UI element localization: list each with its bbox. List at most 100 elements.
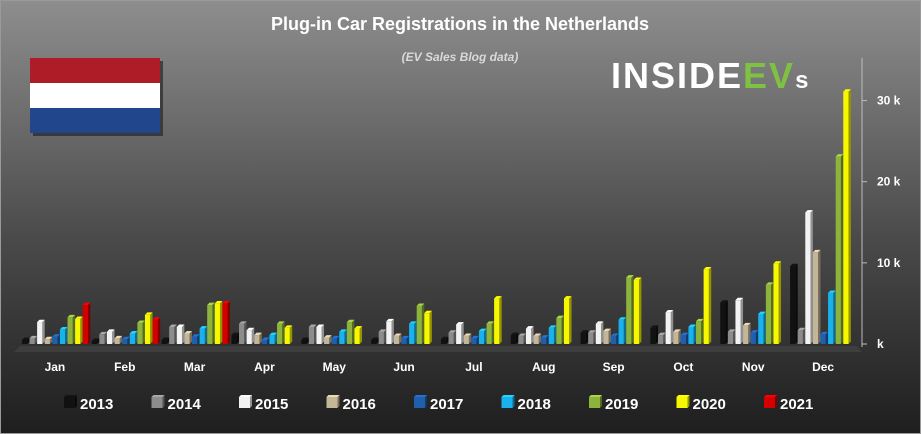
- bar-front: [843, 91, 849, 344]
- bar: [316, 324, 325, 344]
- bar-top: [773, 261, 782, 264]
- bar: [129, 331, 138, 344]
- legend-swatch: [64, 397, 75, 408]
- bar-top: [176, 324, 185, 327]
- bar-front: [308, 326, 315, 344]
- bar-side: [329, 335, 332, 344]
- bar: [324, 335, 332, 344]
- bar: [339, 329, 347, 344]
- bar: [735, 297, 744, 344]
- bar-front: [456, 324, 462, 344]
- y-axis-ticks: k 10 k 20 k 30 k: [862, 94, 901, 351]
- bar-side: [429, 310, 432, 344]
- bar-side: [476, 335, 479, 344]
- bar: [21, 337, 30, 344]
- bar-top: [122, 336, 130, 340]
- bar-side: [593, 330, 596, 344]
- bar: [207, 302, 215, 344]
- bar-side: [833, 290, 836, 344]
- legend-swatch: [151, 397, 163, 408]
- bar: [308, 324, 317, 344]
- bar-top: [758, 311, 766, 314]
- bar-top: [386, 318, 394, 322]
- bar-front: [743, 325, 749, 344]
- legend-label: 2018: [518, 396, 551, 413]
- logo-main: INSIDE: [611, 55, 743, 96]
- x-tick-label: Feb: [114, 360, 135, 374]
- bar-side: [484, 328, 487, 344]
- bar-side: [227, 301, 230, 344]
- bar: [525, 326, 534, 344]
- legend-swatch: [589, 397, 600, 408]
- bar-top: [541, 335, 549, 338]
- y-tick-label: 20 k: [877, 175, 901, 189]
- bar-side: [65, 326, 68, 344]
- bar-top: [91, 338, 100, 341]
- bar: [486, 321, 495, 344]
- bar-front: [650, 327, 656, 344]
- legend-item: 2020: [676, 395, 726, 413]
- legend-swatch: [239, 397, 250, 408]
- bar-top: [214, 301, 223, 304]
- bar-front: [67, 317, 73, 344]
- bar-top: [556, 315, 564, 319]
- legend-label: 2015: [255, 396, 288, 413]
- legend-swatch-top: [414, 395, 427, 397]
- bar-side: [142, 320, 145, 344]
- bar-top: [720, 300, 728, 303]
- bar-front: [618, 319, 624, 344]
- bar: [720, 300, 728, 344]
- bar-side: [585, 330, 589, 344]
- bar-side: [87, 302, 91, 344]
- legend: 2013 2014 2015 2016 2017 2018 2019 2020 2021: [64, 395, 813, 413]
- bar-front: [595, 323, 601, 344]
- bar: [688, 324, 697, 344]
- y-tick-label: k: [877, 337, 884, 351]
- bar-front: [533, 335, 539, 344]
- bar: [137, 320, 145, 344]
- bar: [67, 314, 76, 344]
- bar-front: [448, 332, 454, 344]
- bar: [122, 336, 130, 344]
- bar-top: [494, 296, 502, 299]
- bar-front: [797, 330, 803, 344]
- bar-top: [409, 321, 417, 324]
- bar-front: [673, 331, 679, 344]
- bar-top: [346, 319, 355, 323]
- bar: [222, 301, 230, 344]
- legend-swatch-side: [75, 395, 77, 408]
- bar-side: [538, 333, 542, 344]
- bar: [843, 89, 851, 344]
- bar-side: [693, 324, 697, 344]
- bar-front: [478, 331, 485, 344]
- legend-swatch-top: [64, 395, 77, 397]
- bar-side: [359, 326, 363, 344]
- legend-label: 2017: [430, 396, 463, 413]
- bar-side: [112, 329, 115, 344]
- bar-side: [733, 329, 736, 344]
- bar: [820, 331, 829, 344]
- bar-top: [37, 319, 45, 323]
- bar-side: [638, 277, 642, 344]
- bar-top: [207, 302, 215, 306]
- bar: [633, 277, 642, 344]
- bar-side: [251, 327, 255, 344]
- bar: [44, 336, 53, 344]
- bar-top: [114, 335, 123, 339]
- bar-side: [825, 331, 829, 344]
- bar-top: [231, 332, 240, 336]
- bar-side: [166, 337, 170, 344]
- bar-top: [478, 328, 487, 332]
- bar-side: [616, 333, 619, 344]
- bar-front: [494, 298, 500, 344]
- bar-top: [254, 332, 262, 336]
- legend-swatch: [326, 397, 338, 408]
- bar-side: [655, 325, 659, 344]
- bar: [603, 328, 611, 344]
- bar: [191, 334, 200, 344]
- legend-item: 2021: [764, 395, 813, 413]
- bar: [144, 312, 153, 344]
- legend-swatch-top: [326, 395, 340, 397]
- bar-front: [152, 319, 158, 344]
